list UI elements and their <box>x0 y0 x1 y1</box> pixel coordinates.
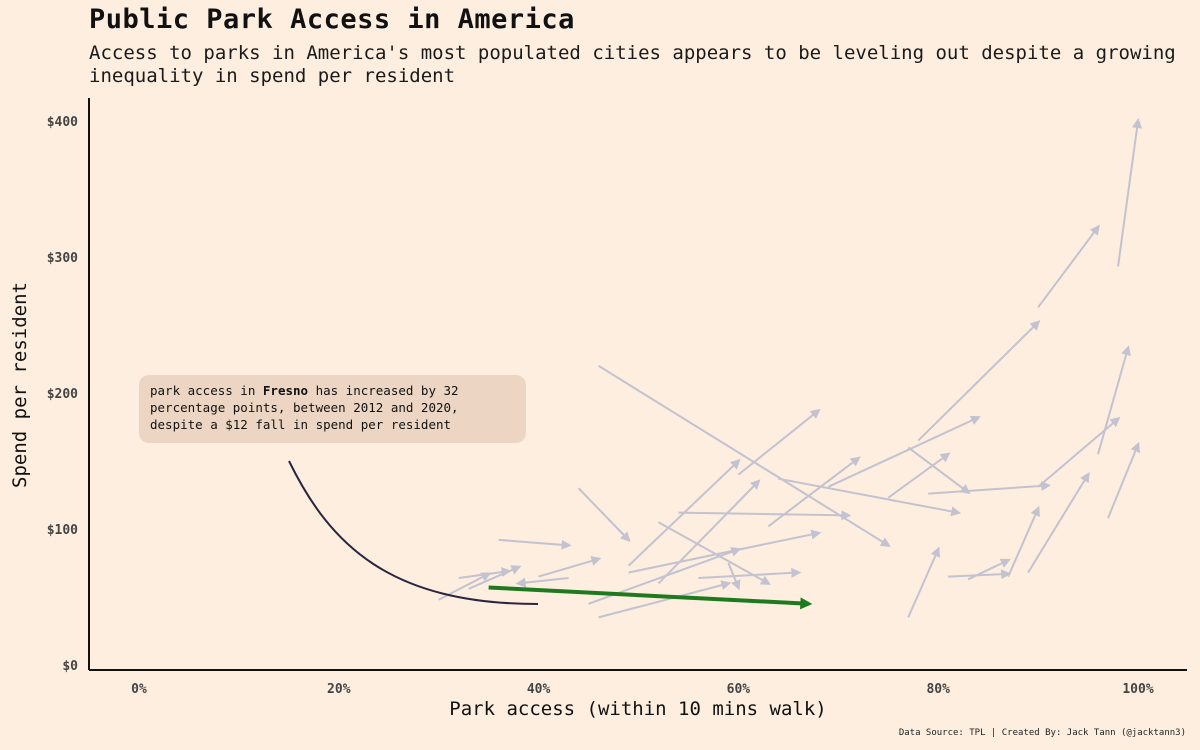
x-tick-label: 0% <box>131 682 147 697</box>
arrows-layer <box>438 118 1143 619</box>
city-arrow <box>907 546 940 618</box>
annotation-suffix: has increased by 32 percentage points, b… <box>150 383 459 432</box>
city-arrow <box>967 558 1011 581</box>
x-tick-label: 100% <box>1122 682 1153 697</box>
y-tick-label: $200 <box>47 387 78 402</box>
x-tick-label: 80% <box>926 682 950 697</box>
city-arrow <box>657 521 771 585</box>
ticks-layer: 0% 20% 40% 60% 80% 100% $0 $100 $200 $300 $400 <box>47 115 1154 697</box>
city-arrow <box>1107 441 1140 519</box>
city-arrow <box>917 320 1041 442</box>
city-arrow <box>628 529 822 574</box>
y-tick-label: $0 <box>62 659 78 674</box>
city-arrow <box>737 408 821 476</box>
city-arrow <box>678 510 852 521</box>
annotation-prefix: park access in <box>150 383 263 398</box>
x-tick-label: 20% <box>327 682 351 697</box>
city-arrow <box>907 446 971 495</box>
city-arrow <box>778 477 962 517</box>
data-source-caption: Data Source: TPL | Created By: Jack Tann… <box>898 728 1186 738</box>
city-arrow <box>727 562 741 591</box>
city-arrow <box>598 364 891 547</box>
city-arrow <box>657 479 761 585</box>
city-arrow <box>468 565 522 590</box>
chart-subtitle: Access to parks in America's most popula… <box>89 42 1176 87</box>
city-arrow <box>767 456 861 528</box>
city-arrow <box>1117 118 1143 267</box>
city-arrow <box>538 556 602 578</box>
y-tick-label: $300 <box>47 251 78 266</box>
annotation-connector <box>288 460 539 605</box>
y-tick-label: $400 <box>47 115 78 130</box>
city-arrow <box>577 487 631 543</box>
x-axis-label: Park access (within 10 mins walk) <box>449 698 827 720</box>
city-arrow <box>928 480 1052 495</box>
city-arrow <box>1027 472 1090 574</box>
city-arrow <box>827 415 981 488</box>
annotation-box: park access in Fresno has increased by 3… <box>139 375 526 443</box>
fresno-highlight-arrow <box>488 585 813 610</box>
x-tick-label: 60% <box>727 682 751 697</box>
city-arrow <box>598 580 732 619</box>
city-arrow <box>498 538 572 550</box>
city-arrow <box>515 576 569 588</box>
y-axis-label: Spend per resident <box>9 282 31 488</box>
city-arrow <box>1007 505 1040 578</box>
annotation-city: Fresno <box>262 383 309 398</box>
city-arrow <box>887 452 951 499</box>
y-tick-label: $100 <box>47 523 78 538</box>
city-arrow <box>1097 345 1131 455</box>
chart-title: Public Park Access in America <box>89 4 575 35</box>
x-tick-label: 40% <box>527 682 551 697</box>
city-arrow <box>1037 224 1100 308</box>
city-arrow <box>698 567 802 579</box>
